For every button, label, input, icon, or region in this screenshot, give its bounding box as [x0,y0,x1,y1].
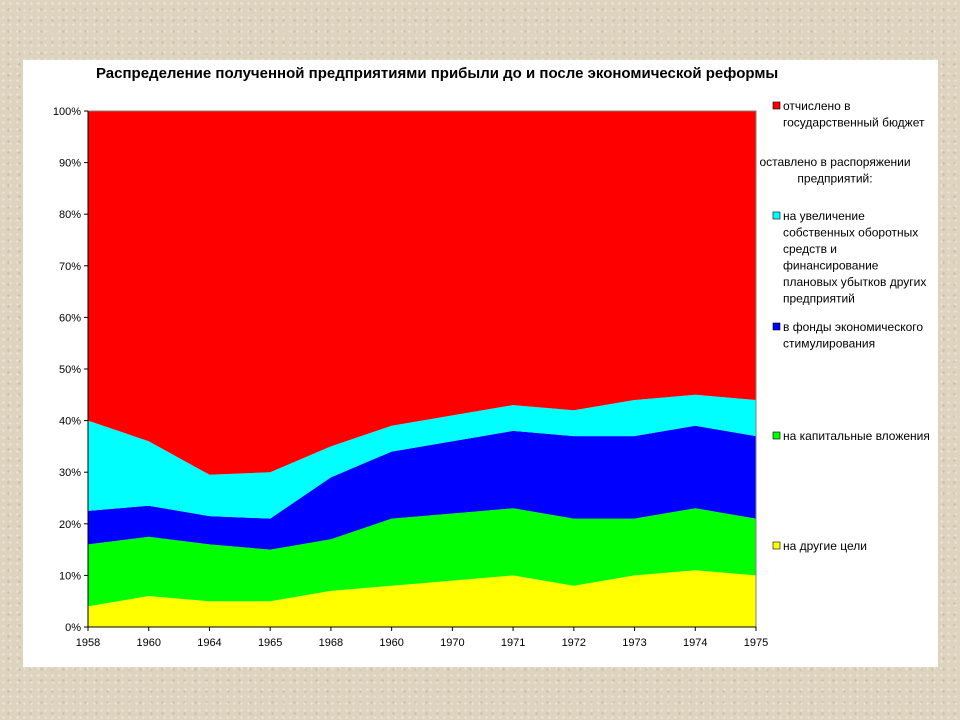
stacked-area-chart: Распределение полученной предприятиями п… [53,65,930,649]
chart-title: Распределение полученной предприятиями п… [96,65,778,82]
legend-label: в фонды экономического [783,320,923,334]
x-tick-label: 1971 [501,637,525,649]
legend-label: на увеличение [783,209,865,223]
chart-panel: Распределение полученной предприятиями п… [23,60,938,667]
y-tick-label: 0% [65,622,81,634]
y-tick-label: 60% [59,312,81,324]
x-tick-label: 1975 [744,637,768,649]
series-area-2 [88,425,756,550]
legend-label: собственных оборотных [783,226,918,240]
y-tick-label: 30% [59,467,81,479]
x-tick-label: 1958 [76,637,100,649]
y-tick-label: 20% [59,519,81,531]
y-tick-label: 70% [59,261,81,273]
x-tick-label: 1970 [440,637,464,649]
y-tick-label: 10% [59,570,81,582]
series-area-1 [88,508,756,607]
x-tick-label: 1965 [258,637,282,649]
y-tick-label: 90% [59,158,81,170]
legend-label: плановых убытков других [783,275,926,289]
series-area-4 [88,111,756,475]
x-tick-label: 1972 [562,637,586,649]
legend-label: отчислено в [783,99,851,113]
legend-label: оставлено в распоряжении [759,155,910,169]
y-tick-label: 50% [59,364,81,376]
legend-label: средств и [783,242,837,256]
legend-label: государственный бюджет [783,116,925,130]
legend-swatch-3 [772,211,781,220]
x-tick-label: 1974 [683,637,707,649]
legend-label: финансирование [783,259,879,273]
y-tick-label: 80% [59,209,81,221]
legend-label: стимулирования [783,337,875,351]
legend-swatch-1 [772,431,781,440]
x-tick-label: 1960 [136,637,160,649]
legend-label: предприятий [783,292,855,306]
y-tick-label: 40% [59,416,81,428]
series-area-0 [88,570,756,627]
legend-label: на другие цели [783,539,867,553]
x-tick-label: 1968 [319,637,343,649]
series-area-3 [88,394,756,519]
legend-swatch-2 [772,322,781,331]
legend-label: предприятий: [797,172,872,186]
y-tick-label: 100% [53,106,81,118]
legend-label: на капитальные вложения [783,429,930,443]
x-tick-label: 1960 [379,637,403,649]
x-tick-label: 1964 [197,637,221,649]
legend-swatch-0 [772,541,781,550]
x-tick-label: 1973 [622,637,646,649]
legend-swatch-4 [772,101,781,110]
